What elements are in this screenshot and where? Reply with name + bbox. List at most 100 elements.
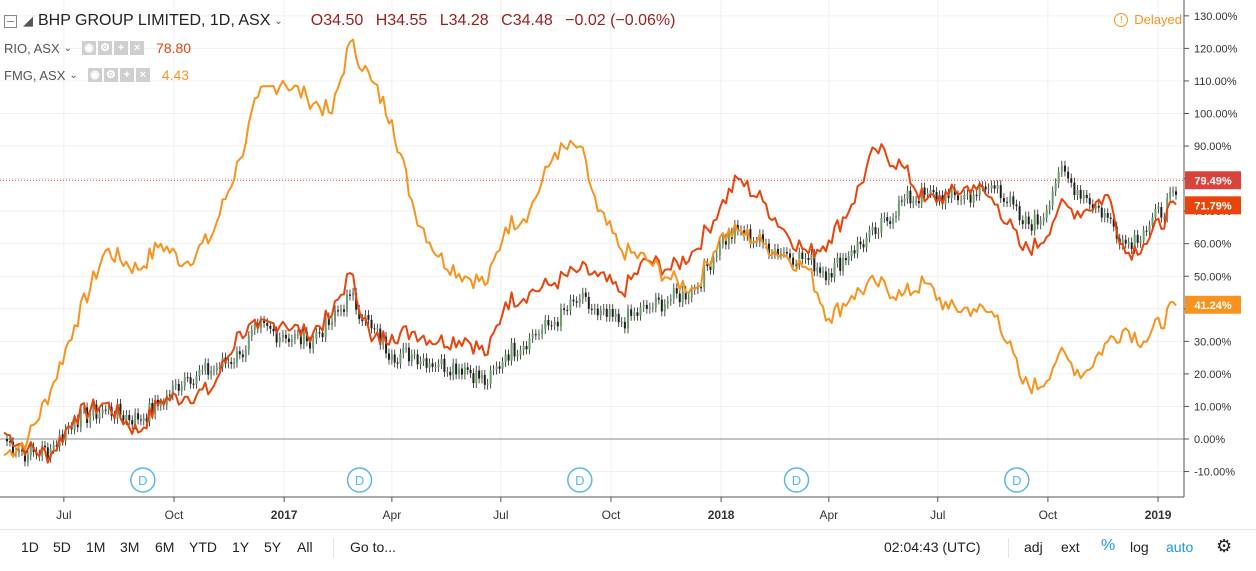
candle-body xyxy=(8,441,11,443)
candle-body xyxy=(915,200,918,202)
candle-body xyxy=(950,188,953,199)
timeframe-ytd[interactable]: YTD xyxy=(189,539,217,555)
candle-body xyxy=(139,419,142,421)
candle-body xyxy=(712,257,715,270)
candle-body xyxy=(903,198,906,202)
ext-toggle[interactable]: ext xyxy=(1061,539,1080,555)
candle-body xyxy=(1142,230,1145,241)
chevron-down-icon[interactable]: ⌄ xyxy=(69,69,78,81)
candle-body xyxy=(630,309,633,316)
plus-icon[interactable]: + xyxy=(114,41,129,55)
candle-body xyxy=(244,350,247,358)
candle-body xyxy=(1067,171,1070,179)
adj-toggle[interactable]: adj xyxy=(1024,539,1043,555)
eye-icon[interactable]: ◉ xyxy=(87,68,102,82)
legend-value: 78.80 xyxy=(156,40,192,56)
candle-body xyxy=(822,271,825,273)
timeframe-5d[interactable]: 5D xyxy=(53,539,71,555)
legend-symbol[interactable]: FMG, ASX xyxy=(4,67,66,83)
y-tick-label: 20.00% xyxy=(1194,369,1232,381)
price-label-text: 41.24% xyxy=(1194,300,1232,312)
log-scale-toggle[interactable]: log xyxy=(1130,539,1149,555)
candle-body xyxy=(871,227,874,231)
candle-body xyxy=(390,354,393,360)
auto-scale-toggle[interactable]: auto xyxy=(1166,539,1194,555)
candle-body xyxy=(892,217,895,224)
timeframe-1y[interactable]: 1Y xyxy=(232,539,250,555)
plus-icon[interactable]: + xyxy=(119,68,134,82)
series-line-fmg xyxy=(3,38,1177,458)
candle-body xyxy=(422,358,425,362)
candle-body xyxy=(299,334,302,345)
gear-icon[interactable]: ⚙ xyxy=(103,68,118,82)
candle-body xyxy=(669,299,672,301)
candle-body xyxy=(830,272,833,278)
candle-body xyxy=(1079,189,1082,199)
y-tick-label: 90.00% xyxy=(1194,141,1232,153)
candle-body xyxy=(956,195,959,201)
main-symbol-title[interactable]: BHP GROUP LIMITED, 1D, ASX xyxy=(38,12,271,29)
timeframe-1m[interactable]: 1M xyxy=(86,539,106,555)
candle-body xyxy=(376,328,379,330)
candle-body xyxy=(321,332,324,338)
candle-body xyxy=(929,190,932,193)
chevron-down-icon[interactable]: ⌄ xyxy=(63,42,73,54)
candle-body xyxy=(293,334,296,340)
timeframe-3m[interactable]: 3M xyxy=(120,539,140,555)
series-line-rio xyxy=(3,143,1177,464)
close-icon[interactable]: × xyxy=(135,68,150,82)
candle-body xyxy=(1070,178,1073,183)
candle-body xyxy=(507,354,510,361)
clock-time[interactable]: 02:04:43 (UTC) xyxy=(884,539,981,555)
candle-body xyxy=(425,358,428,368)
chevron-down-icon[interactable]: ⌄ xyxy=(274,15,283,27)
candle-body xyxy=(566,310,569,312)
candle-body xyxy=(578,299,581,303)
candle-body xyxy=(883,217,886,219)
x-tick-label: Oct xyxy=(165,508,184,522)
timeframe-5y[interactable]: 5Y xyxy=(264,539,282,555)
candle-body xyxy=(960,199,963,201)
candle-body xyxy=(29,447,32,456)
y-tick-label: 10.00% xyxy=(1194,401,1232,413)
candle-body xyxy=(909,190,912,204)
timeframe-all[interactable]: All xyxy=(297,539,313,555)
candle-body xyxy=(1039,220,1042,225)
candle-body xyxy=(337,310,340,312)
candle-body xyxy=(639,307,642,316)
gear-icon[interactable]: ⚙ xyxy=(98,41,113,55)
candle-body xyxy=(407,347,410,362)
gear-icon[interactable]: ⚙ xyxy=(1216,536,1233,556)
eye-icon[interactable]: ◉ xyxy=(82,41,97,55)
candle-body xyxy=(119,403,122,416)
candle-body xyxy=(1106,213,1109,218)
legend-symbol[interactable]: RIO, ASX xyxy=(4,40,60,56)
timeframe-6m[interactable]: 6M xyxy=(155,539,175,555)
legend-value: 4.43 xyxy=(161,67,190,83)
candle-body xyxy=(620,321,623,323)
candle-body xyxy=(975,194,978,196)
price-chart[interactable]: 130.00%120.00%110.00%100.00%90.00%80.00%… xyxy=(0,0,1256,528)
candle-body xyxy=(192,383,195,385)
minus-square-icon[interactable] xyxy=(4,14,17,28)
candle-body xyxy=(1018,206,1021,221)
x-tick-label: Apr xyxy=(819,508,838,522)
candle-body xyxy=(269,325,272,329)
candle-body xyxy=(605,308,608,317)
candle-body xyxy=(1024,216,1027,225)
candle-body xyxy=(1136,234,1139,243)
candle-body xyxy=(660,299,663,312)
close-icon[interactable]: × xyxy=(130,41,145,55)
delayed-badge[interactable]: ! Delayed xyxy=(1114,12,1182,27)
candle-body xyxy=(590,308,593,310)
candle-body xyxy=(651,307,654,309)
candle-body xyxy=(862,244,865,248)
goto-button[interactable]: Go to... xyxy=(350,539,396,555)
candle-body xyxy=(999,185,1002,199)
percent-scale-toggle[interactable]: % xyxy=(1101,537,1116,554)
candle-body xyxy=(966,194,969,196)
timeframe-1d[interactable]: 1D xyxy=(21,539,39,555)
candle-body xyxy=(681,290,684,303)
candle-body xyxy=(889,221,892,224)
candle-body xyxy=(82,407,85,409)
